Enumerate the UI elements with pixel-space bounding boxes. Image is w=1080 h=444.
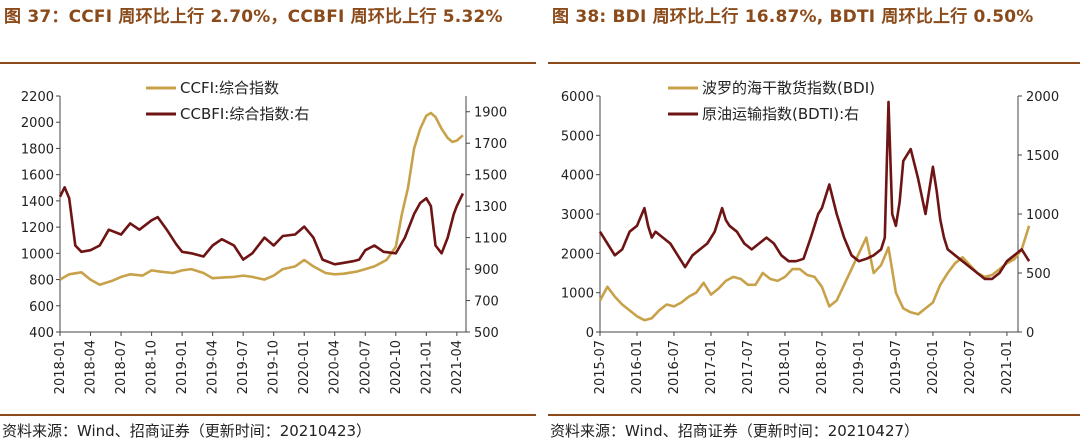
- x-tick-label: 2018-10: [145, 340, 160, 394]
- y-left-tick-label: 1000: [21, 247, 54, 262]
- series-line-2: [598, 100, 1031, 281]
- ccfi-line-chart: 400 600 800 1000 1200 1400 1600 1800 2000 2200 500…: [21, 79, 507, 394]
- x-tick-label: 2018-01: [53, 340, 68, 394]
- x-tick-label: 2016-01: [630, 340, 645, 394]
- title-divider: [548, 62, 1080, 64]
- chart-title: 图 37：CCFI 周环比上行 2.70%，CCBFI 周环比上行 5.32%: [4, 7, 503, 27]
- y-left-tick-label: 400: [29, 326, 54, 341]
- x-tick-label: 2020-07: [963, 340, 978, 394]
- x-tick-label: 2021-01: [1000, 340, 1015, 394]
- series-line-2: [58, 186, 465, 266]
- y-left-tick-label: 0: [586, 326, 594, 341]
- x-tick-label: 2016-07: [667, 340, 682, 394]
- x-tick-label: 2020-10: [389, 340, 404, 394]
- source-note: 资料来源：Wind、招商证券（更新时间：20210423）: [2, 422, 372, 440]
- legend-label-1: CCFI:综合指数: [180, 79, 279, 97]
- y-right-tick-label: 500: [474, 326, 499, 341]
- y-left-tick-label: 800: [29, 274, 54, 289]
- source-note: 资料来源：Wind、招商证券（更新时间：20210427）: [550, 422, 920, 440]
- x-tick-label: 2019-10: [267, 340, 282, 394]
- x-tick-label: 2020-01: [297, 340, 312, 394]
- y-left-tick-label: 2000: [21, 116, 54, 131]
- y-left-tick-label: 1000: [561, 287, 594, 302]
- y-right-tick-label: 1500: [1026, 149, 1059, 164]
- y-right-tick-label: 1900: [474, 106, 507, 121]
- x-tick-label: 2021-04: [450, 340, 465, 394]
- y-left-tick-label: 6000: [561, 90, 594, 105]
- title-divider: [0, 62, 536, 64]
- legend-label-2: 原油运输指数(BDTI):右: [702, 105, 859, 123]
- series-line-1: [598, 225, 1031, 322]
- x-tick-label: 2018-07: [114, 340, 129, 394]
- y-left-tick-label: 3000: [561, 208, 594, 223]
- y-left-tick-label: 1400: [21, 195, 54, 210]
- y-right-tick-label: 1300: [474, 200, 507, 215]
- series-line-1: [59, 111, 464, 287]
- y-right-tick-label: 2000: [1026, 90, 1059, 105]
- chart-title: 图 38: BDI 周环比上行 16.87%, BDTI 周环比上行 0.50%: [552, 7, 1034, 27]
- y-right-tick-label: 1500: [474, 169, 507, 184]
- x-tick-label: 2018-07: [815, 340, 830, 394]
- x-tick-label: 2019-07: [889, 340, 904, 394]
- y-right-tick-label: 0: [1026, 326, 1034, 341]
- x-tick-label: 2019-01: [175, 340, 190, 394]
- x-tick-label: 2021-01: [419, 340, 434, 394]
- bdi-line-chart: 0 1000 2000 3000 4000 5000 6000 0 500 1000 1500 200…: [561, 79, 1059, 394]
- legend-label-1: 波罗的海干散货指数(BDI): [702, 79, 875, 97]
- x-tick-label: 2020-04: [328, 340, 343, 394]
- y-left-tick-label: 1800: [21, 142, 54, 157]
- x-tick-label: 2020-01: [926, 340, 941, 394]
- x-tick-label: 2017-07: [741, 340, 756, 394]
- y-left-tick-label: 2200: [21, 90, 54, 105]
- source-divider: [548, 414, 1080, 416]
- y-right-tick-label: 1700: [474, 137, 507, 152]
- y-left-tick-label: 4000: [561, 169, 594, 184]
- x-tick-label: 2018-04: [84, 340, 99, 394]
- x-tick-label: 2017-01: [704, 340, 719, 394]
- x-tick-label: 2018-01: [778, 340, 793, 394]
- chart-panel-ccfi: 图 37：CCFI 周环比上行 2.70%，CCBFI 周环比上行 5.32% …: [0, 0, 536, 444]
- x-tick-label: 2019-01: [852, 340, 867, 394]
- chart-panel-bdi: 图 38: BDI 周环比上行 16.87%, BDTI 周环比上行 0.50%…: [548, 0, 1080, 444]
- y-left-tick-label: 2000: [561, 247, 594, 262]
- y-right-tick-label: 700: [474, 295, 499, 310]
- y-left-tick-label: 600: [29, 300, 54, 315]
- source-divider: [0, 414, 536, 416]
- y-left-tick-label: 5000: [561, 129, 594, 144]
- x-tick-label: 2019-04: [206, 340, 221, 394]
- y-right-tick-label: 1000: [1026, 208, 1059, 223]
- x-tick-label: 2020-07: [358, 340, 373, 394]
- x-tick-label: 2019-07: [236, 340, 251, 394]
- y-left-tick-label: 1600: [21, 169, 54, 184]
- y-right-tick-label: 500: [1026, 267, 1051, 282]
- y-right-tick-label: 900: [474, 263, 499, 278]
- y-right-tick-label: 1100: [474, 232, 507, 247]
- y-left-tick-label: 1200: [21, 221, 54, 236]
- legend-label-2: CCBFI:综合指数:右: [180, 105, 309, 123]
- x-tick-label: 2015-07: [593, 340, 608, 394]
